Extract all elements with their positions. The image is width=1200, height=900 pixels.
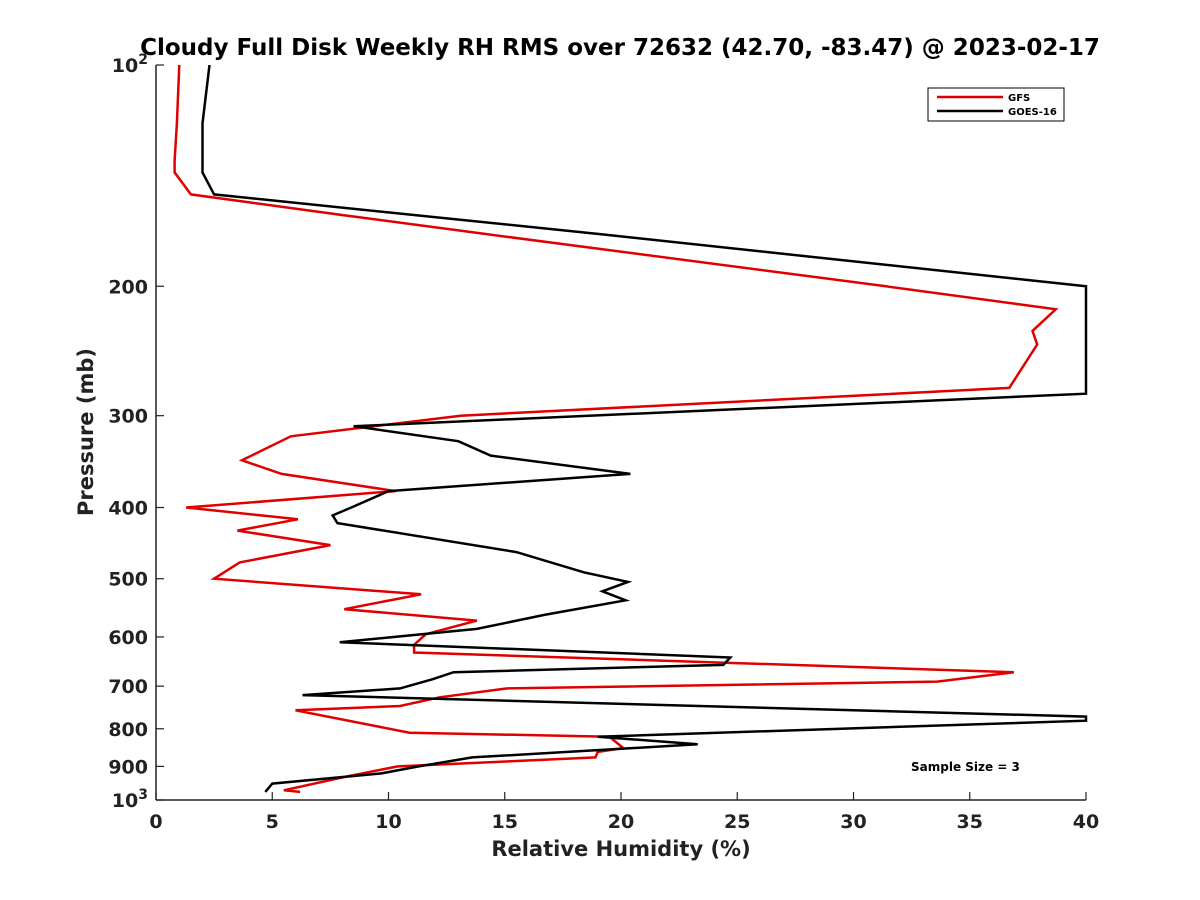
- legend: GFS GOES-16: [927, 87, 1065, 122]
- x-tick-label: 30: [840, 811, 866, 833]
- y-tick-label: 200: [108, 276, 148, 298]
- legend-label-goes-16: GOES-16: [1008, 107, 1057, 118]
- x-tick-label: 35: [957, 811, 983, 833]
- y-tick-label: 103: [112, 787, 148, 812]
- y-tick-label: 700: [108, 676, 148, 698]
- plot-area: [155, 65, 1086, 801]
- x-tick-label: 0: [149, 811, 162, 833]
- x-tick-label: 40: [1073, 811, 1099, 833]
- series-line-goes-16: [201, 64, 1088, 793]
- x-tick-label: 5: [266, 811, 279, 833]
- y-axis-label: Pressure (mb): [74, 348, 98, 516]
- series-line-gfs: [173, 64, 1059, 794]
- y-tick-label: 102: [112, 52, 148, 77]
- chart-title: Cloudy Full Disk Weekly RH RMS over 7263…: [140, 35, 1100, 61]
- y-tick-label: 500: [108, 569, 148, 591]
- y-tick-label: 900: [108, 756, 148, 778]
- series-layer: [173, 64, 1088, 794]
- y-tick-label: 800: [108, 719, 148, 741]
- legend-box: [927, 87, 1065, 122]
- y-axis-ticks: 102 200 300 400 500 600 700 800 900 103: [108, 52, 164, 812]
- x-axis-ticks: 0 5 10 15 20 25 30 35 40: [149, 792, 1099, 833]
- legend-label-gfs: GFS: [1008, 93, 1030, 104]
- x-tick-label: 25: [724, 811, 750, 833]
- x-axis-label: Relative Humidity (%): [491, 837, 750, 861]
- y-tick-label: 300: [108, 406, 148, 428]
- x-tick-label: 10: [375, 811, 401, 833]
- x-tick-label: 20: [608, 811, 634, 833]
- y-tick-label: 600: [108, 627, 148, 649]
- x-tick-label: 15: [492, 811, 518, 833]
- sample-size-annotation: Sample Size = 3: [911, 760, 1020, 774]
- y-tick-label: 400: [108, 498, 148, 520]
- axes-frame: [156, 65, 1086, 800]
